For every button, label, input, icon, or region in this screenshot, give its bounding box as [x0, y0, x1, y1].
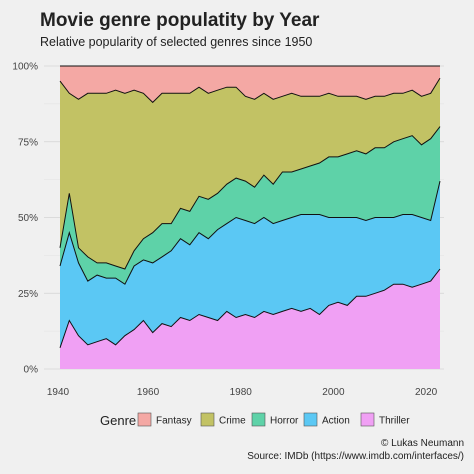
area-thriller — [60, 269, 440, 369]
boundary-action — [59, 180, 441, 285]
area-crime — [60, 78, 440, 269]
area-action — [60, 181, 440, 348]
legend-label-action: Action — [322, 416, 350, 427]
area-fantasy — [60, 66, 440, 103]
legend-label-horror: Horror — [270, 416, 299, 427]
boundary-horror — [59, 126, 441, 270]
x-tick-label: 1960 — [137, 387, 160, 398]
y-tick-label: 50% — [18, 213, 38, 224]
legend-key-fantasy — [137, 412, 152, 427]
x-tick-label: 2000 — [322, 387, 345, 398]
y-tick-label: 25% — [18, 289, 38, 300]
area-horror — [60, 126, 440, 285]
area-series — [59, 65, 441, 369]
legend-label-crime: Crime — [219, 416, 246, 427]
boundary-thriller — [59, 268, 441, 348]
caption-author: © Lukas Neumann — [381, 438, 464, 449]
x-tick-label: 1940 — [47, 387, 70, 398]
boundary-crime — [59, 77, 441, 104]
legend-key-thriller — [360, 412, 375, 427]
legend-key-crime — [200, 412, 215, 427]
y-tick-label: 100% — [12, 62, 38, 73]
axis-labels: 0% 25% 50% 75% 100% 1960 1980 2000 2020 1940 — [12, 62, 437, 399]
caption-source: Source: IMDb (https://www.imdb.com/inter… — [247, 451, 464, 462]
legend-title: Genre — [100, 413, 136, 428]
x-tick-label: 2020 — [415, 387, 438, 398]
legend-key-horror — [251, 412, 266, 427]
y-tick-label: 75% — [18, 137, 38, 148]
chart-subtitle: Relative popularity of selected genres s… — [40, 35, 313, 49]
x-tick-label: 1980 — [230, 387, 253, 398]
y-tick-label: 0% — [24, 365, 39, 376]
legend-key-action — [303, 412, 318, 427]
legend: Genre Fantasy Crime Horror Action Thriller — [100, 412, 410, 428]
chart-title: Movie genre populatity by Year — [40, 10, 320, 31]
legend-label-thriller: Thriller — [379, 416, 410, 427]
legend-label-fantasy: Fantasy — [156, 416, 192, 427]
